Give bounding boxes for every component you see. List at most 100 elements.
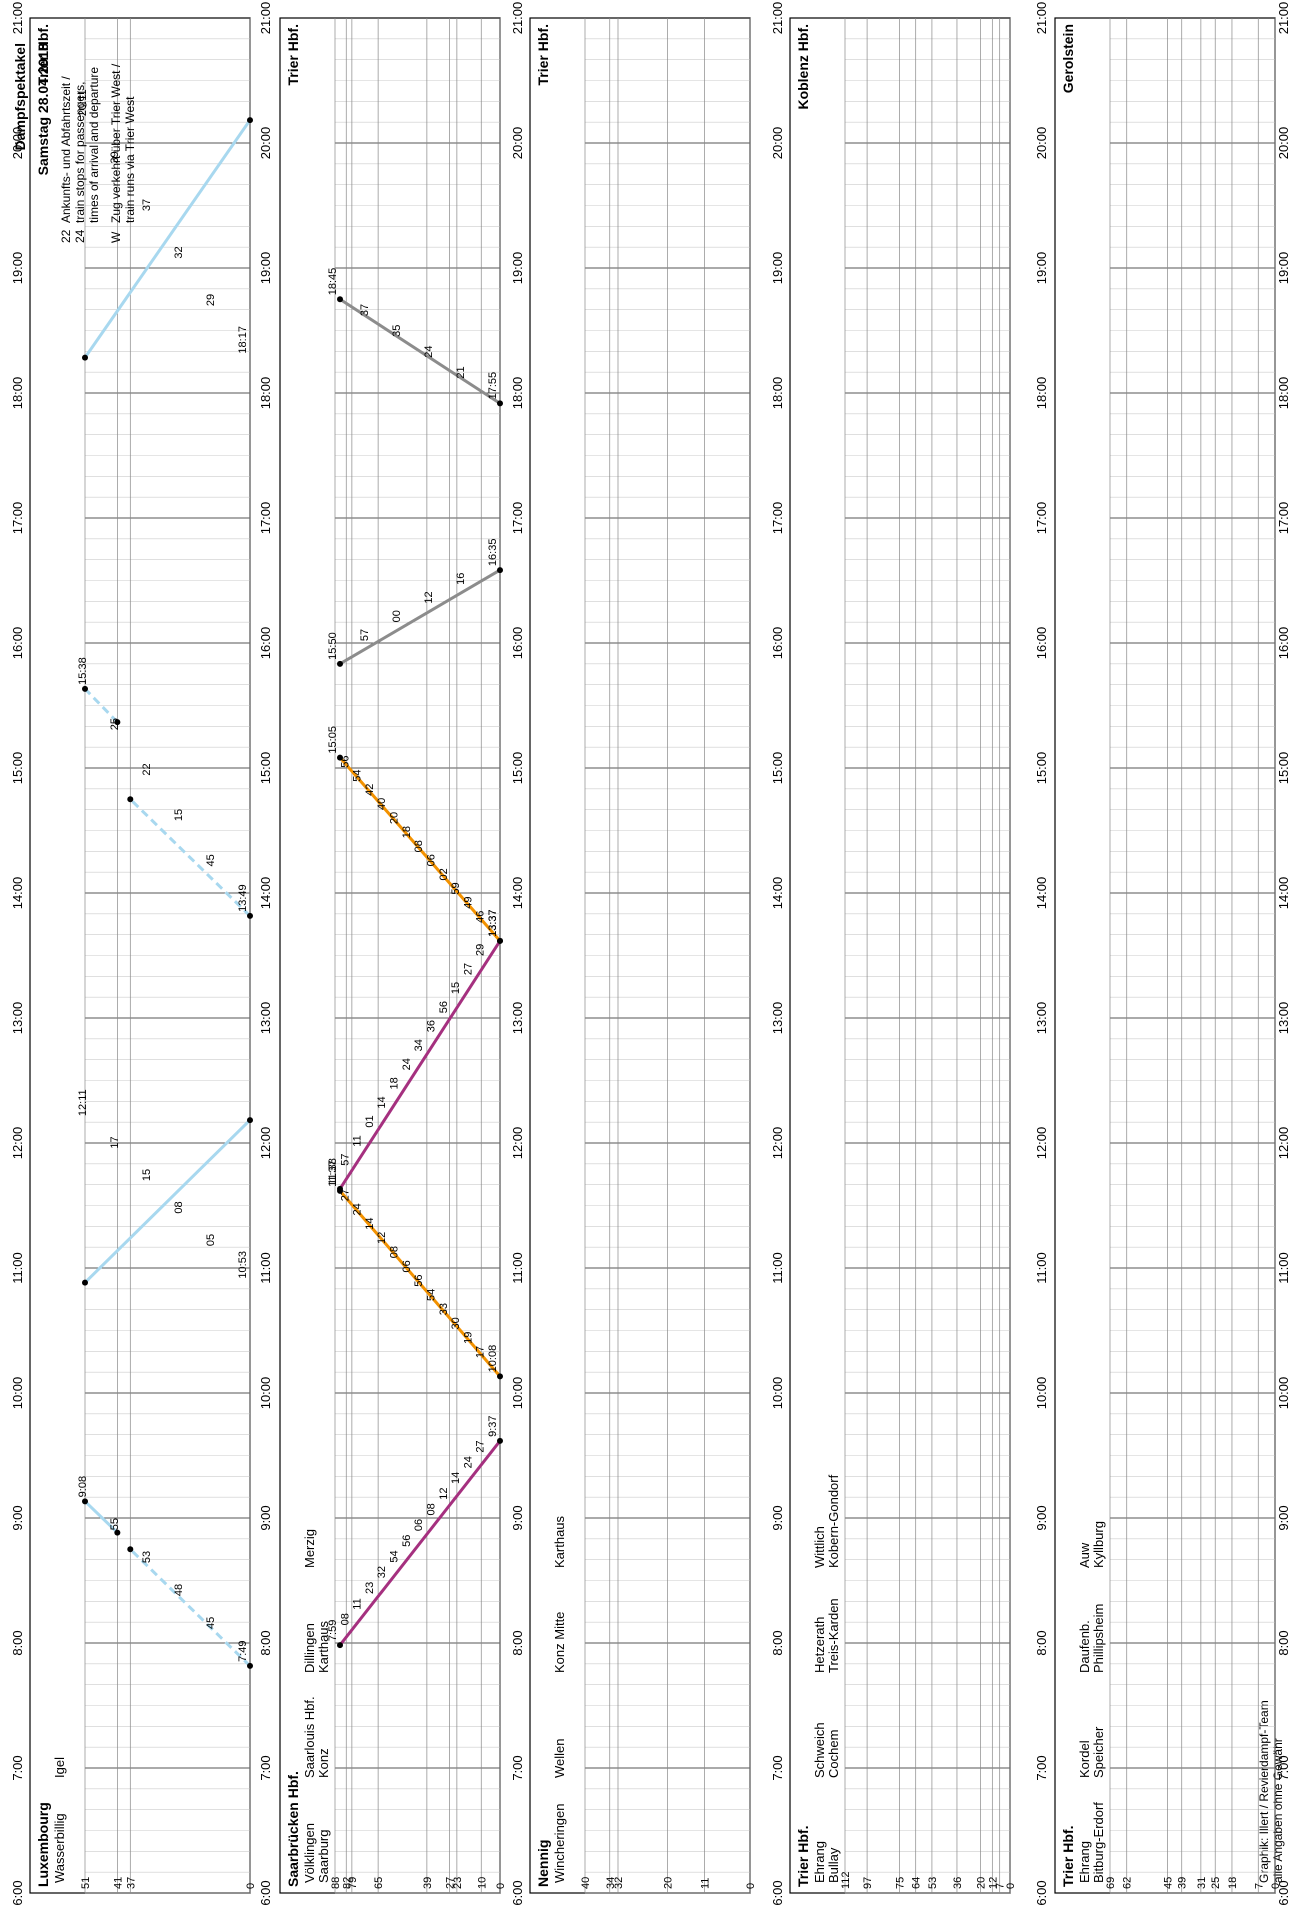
km-tick: 25 [1210,1877,1222,1889]
station-label: Schweich [812,1722,827,1778]
stop-time-label: 11:37 [327,1160,339,1187]
km-tick: 97 [862,1877,874,1889]
stop-dot [497,937,503,944]
train-segment [83,119,252,359]
stop-time-label: 24 [423,346,435,358]
station-label: Cochem [826,1730,841,1778]
stop-dot [82,1279,88,1286]
stop-time-label: 59 [450,882,462,894]
time-axis-label: 16:00 [510,627,525,660]
stop-time-label: 10:53 [237,1251,249,1279]
stop-dot [82,685,88,692]
stop-time-label: 20 [389,812,401,824]
legend-stop-note: Ankunfts- und Abfahrtszeit / [59,76,73,223]
time-axis-label: 6:00 [770,1880,785,1905]
stop-time-label: 24 [401,1058,413,1070]
time-axis-label: 16:00 [258,627,273,660]
panel-header-origin: Saarbrücken Hbf. [285,1771,301,1887]
stop-time-label: 08 [173,1201,185,1213]
stop-time-label: 14 [376,1096,388,1108]
legend-stop-sample: 24 [73,229,87,243]
time-axis-label: 21:00 [258,2,273,35]
station-label: Phillipsheim [1091,1604,1106,1673]
stop-dot [497,567,503,574]
stop-time-label: 56 [413,1275,425,1287]
time-axis-label: 19:00 [1276,252,1291,285]
train-path [337,937,503,1192]
stop-time-label: 32 [173,246,185,258]
stop-dot [114,1529,121,1536]
time-axis-label: 9:00 [10,1505,25,1530]
station-label: Karthaus [316,1620,331,1673]
km-tick: 0 [495,1883,507,1889]
time-axis-label: 13:00 [770,1002,785,1035]
time-axis-label: 8:00 [510,1630,525,1655]
km-tick: 12 [987,1877,999,1889]
stop-time-label: 57 [359,629,371,641]
time-axis-label: 19:00 [258,252,273,285]
train-path [337,754,503,944]
km-tick: 75 [895,1877,907,1889]
time-axis-label: 8:00 [10,1630,25,1655]
time-axis-label: 17:00 [10,502,25,535]
stop-time-label: 23 [364,1582,376,1594]
time-axis-label: 6:00 [510,1880,525,1905]
time-axis-label: 14:00 [1276,877,1291,910]
time-axis-label: 13:00 [10,1002,25,1035]
time-axis-label: 14:00 [510,877,525,910]
stop-time-label: 06 [413,1519,425,1531]
stop-time-label: 17 [109,1136,121,1148]
time-axis-label: 10:00 [1276,1377,1291,1410]
stop-time-label: 54 [352,770,364,782]
time-axis-label: 17:00 [1276,502,1291,535]
km-tick: 36 [952,1877,964,1889]
stop-time-label: 13:37 [487,909,499,937]
stop-time-label: 08 [413,840,425,852]
stop-time-label: 9:37 [487,1415,499,1436]
train-path [82,1117,253,1286]
panel-header-destination: Trier Hbf. [285,24,301,85]
time-axis-label: 18:00 [1034,377,1049,410]
stop-time-label: 53 [141,1551,153,1563]
time-axis-label: 7:00 [258,1755,273,1780]
stop-time-label: 14 [450,1472,462,1484]
train-segment [129,798,252,917]
time-axis-label: 11:00 [1276,1252,1291,1284]
train-segment [339,568,501,666]
time-axis-label: 13:00 [510,1002,525,1035]
stop-time-label: 45 [205,854,217,866]
time-axis-label: 7:00 [1034,1755,1049,1780]
time-axis-label: 15:00 [258,752,273,785]
time-axis-label: 12:00 [510,1127,525,1160]
stop-time-label: 15 [173,809,185,821]
km-tick: 112 [840,1871,852,1889]
panel-header-destination: Koblenz Hbf. [795,24,811,110]
train-segment [338,756,502,942]
stop-time-label: 05 [205,1234,217,1246]
stop-time-label: 12 [438,1487,450,1499]
time-axis-label: 18:00 [510,377,525,410]
stop-dot [337,1185,343,1192]
train-segment [83,687,119,724]
stop-time-label: 11 [352,1598,364,1609]
time-axis-label: 16:00 [10,627,25,660]
stop-time-label: 33 [438,1303,450,1315]
stop-time-label: 12 [376,1232,388,1244]
stop-time-label: 15 [450,982,462,994]
stop-time-label: 46 [475,911,487,923]
stop-time-label: 10:08 [487,1345,499,1373]
stop-time-label: 7:59 [327,1620,339,1641]
km-tick: 7 [995,1883,1007,1889]
stop-time-label: 49 [462,896,474,908]
train-segment [83,1119,252,1284]
station-label: Karthaus [552,1515,567,1568]
stop-time-label: 01 [364,1115,376,1127]
stop-time-label: 17 [475,1346,487,1358]
stop-time-label: 18 [401,826,413,838]
time-axis-label: 7:00 [1276,1755,1291,1780]
stop-time-label: 15:05 [327,726,339,754]
time-axis-label: 14:00 [258,877,273,910]
train-path [337,1437,503,1649]
stop-time-label: 18:45 [327,268,339,296]
